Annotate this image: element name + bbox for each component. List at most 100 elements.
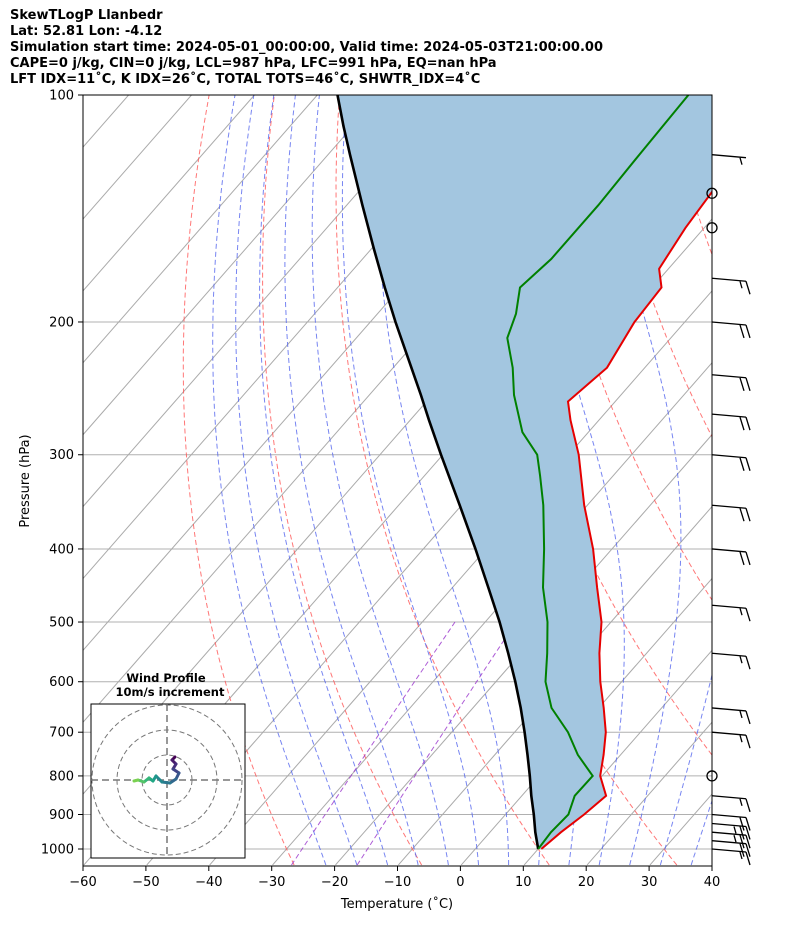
barb-staff: [711, 154, 747, 159]
barb-staff: [711, 831, 747, 836]
calm-circle: [706, 222, 718, 234]
x-tick-label: 10: [515, 875, 532, 890]
location-line: Lat: 52.81 Lon: -4.12: [10, 24, 163, 39]
barb-staff: [711, 795, 747, 800]
moist-adiabat: [341, 95, 479, 866]
index-line: LFT IDX=11˚C, K IDX=26˚C, TOTAL TOTS=46˚…: [10, 72, 481, 87]
x-tick-label: −60: [69, 875, 96, 890]
barb-staff: [711, 731, 747, 736]
barb-staff: [711, 413, 747, 418]
barb-flag: [739, 826, 745, 840]
x-tick-label: −50: [132, 875, 159, 890]
x-tick-label: −30: [258, 875, 285, 890]
parcel-profile-line: [336, 95, 540, 850]
fill-layer: [337, 95, 712, 849]
isotherm-line: [776, 95, 794, 865]
barb-half-flag: [739, 710, 743, 719]
wind-barb: [711, 454, 751, 471]
wind-barb: [711, 374, 751, 391]
isotherm-line: [83, 95, 318, 364]
wind-barb: [711, 831, 751, 849]
barb-flag: [745, 843, 751, 857]
barb-staff: [711, 707, 747, 712]
x-tick-label: 0: [456, 875, 464, 890]
x-tick-label: 40: [704, 875, 721, 890]
isotherm-line: [335, 433, 712, 866]
dry-adiabat: [534, 95, 712, 601]
wind-barb: [711, 840, 751, 857]
barb-flag: [745, 817, 751, 831]
dry-adiabat: [182, 95, 295, 866]
barb-flag: [745, 508, 751, 522]
wind-barb: [711, 548, 751, 566]
wind-barb: [711, 154, 747, 165]
time-line: Simulation start time: 2024-05-01_00:00:…: [10, 40, 603, 55]
barb-flag: [739, 508, 745, 522]
barb-flag: [745, 377, 751, 391]
y-tick-label: 500: [49, 616, 74, 631]
moist-adiabat: [259, 95, 389, 866]
barb-flag: [745, 551, 751, 566]
wind-barb: [711, 652, 751, 670]
wind-barb: [711, 321, 751, 339]
y-tick-label: 100: [49, 89, 74, 104]
moist-adiabat: [594, 95, 682, 866]
barb-flag: [745, 798, 751, 812]
wind-barb: [711, 277, 751, 295]
wind-barb: [706, 222, 718, 234]
barb-half-flag: [739, 157, 743, 165]
x-axis-label: Temperature (˚C): [340, 896, 453, 912]
wind-barb: [711, 731, 751, 749]
barb-flag: [739, 324, 745, 339]
isotherm-line: [272, 362, 712, 866]
barb-half-flag: [739, 281, 743, 289]
wind-barb: [711, 822, 751, 840]
barb-flag: [739, 835, 745, 849]
dry-adiabat: [335, 95, 550, 866]
x-tick-label: −40: [195, 875, 222, 890]
barb-half-flag: [739, 798, 743, 806]
wind-barb: [706, 187, 718, 199]
y-tick-label: 400: [49, 542, 74, 557]
x-tick-label: −20: [321, 875, 348, 890]
barb-staff: [711, 813, 747, 819]
isotherm-line: [0, 95, 3, 865]
cin-cape-fill: [337, 95, 712, 849]
hodograph-segment: [132, 778, 140, 783]
barb-flag: [739, 817, 745, 831]
barb-flag: [745, 281, 751, 295]
barb-flag: [745, 826, 751, 840]
isotherm-line: [83, 95, 381, 436]
wind-barb: [711, 813, 751, 831]
barb-flag: [745, 608, 751, 622]
y-tick-label: 1000: [41, 843, 74, 858]
barb-half-flag: [739, 608, 743, 616]
y-tick-label: 900: [49, 808, 74, 823]
temperature-line: [540, 190, 712, 850]
wind-barb: [706, 770, 718, 782]
isotherm-line: [398, 505, 712, 866]
barb-half-flag: [733, 835, 737, 843]
barb-flag: [745, 710, 751, 725]
wind-profile-inset: Wind Profile 10m/s increment: [90, 671, 246, 859]
x-tick-label: −10: [384, 875, 411, 890]
cape-line: CAPE=0 j/kg, CIN=0 j/kg, LCL=987 hPa, LF…: [10, 56, 497, 71]
barb-flag: [739, 843, 745, 857]
moist-adiabat: [519, 95, 625, 866]
hodograph-trace: [132, 755, 181, 785]
y-tick-label: 600: [49, 675, 74, 690]
barb-half-flag: [739, 851, 743, 860]
calm-circle: [706, 187, 718, 199]
wind-barb: [711, 604, 751, 622]
barb-staff: [711, 652, 747, 657]
barb-half-flag: [733, 826, 737, 834]
barb-flag: [745, 656, 751, 670]
barb-staff: [711, 840, 747, 845]
wind-barb: [711, 795, 751, 812]
barb-half-flag: [739, 656, 743, 664]
barb-flag: [739, 457, 745, 471]
barb-staff: [711, 504, 747, 509]
y-tick-label: 200: [49, 315, 74, 330]
barb-flag: [745, 835, 751, 849]
wind-barb: [711, 504, 751, 522]
